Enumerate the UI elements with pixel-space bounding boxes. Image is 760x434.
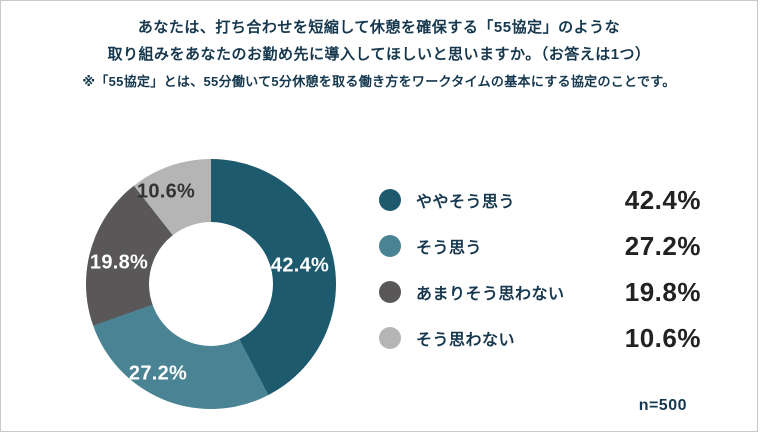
- chart-legend: ややそう思う 42.4% そう思う 27.2% あまりそう思わない 19.8% …: [379, 177, 701, 361]
- segment-label-omowanai: 10.6%: [136, 180, 196, 203]
- sample-size: n=500: [638, 397, 687, 414]
- legend-value: 27.2%: [624, 230, 701, 261]
- legend-label: そう思わない: [416, 332, 516, 349]
- legend-value: 42.4%: [624, 184, 701, 215]
- chart-title-block: あなたは、打ち合わせを短縮して休憩を確保する「55協定」のような 取り組みをあな…: [1, 1, 757, 94]
- legend-color-dot: [379, 189, 401, 211]
- legend-item-yaya-souomou: ややそう思う 42.4%: [379, 177, 701, 223]
- title-line-2: 取り組みをあなたのお勤め先に導入してほしいと思いますか。（お答えは1つ）: [107, 46, 651, 63]
- legend-label: ややそう思う: [416, 194, 516, 211]
- legend-label: そう思う: [416, 240, 483, 257]
- segment-label-souomou: 27.2%: [128, 362, 188, 385]
- legend-item-omowanai: そう思わない 10.6%: [379, 315, 701, 361]
- legend-color-dot: [379, 235, 401, 257]
- segment-label-yaya-souomou: 42.4%: [270, 254, 330, 277]
- legend-value: 19.8%: [624, 276, 701, 307]
- legend-color-dot: [379, 281, 401, 303]
- donut-hole: [149, 222, 273, 346]
- legend-label: あまりそう思わない: [416, 286, 565, 303]
- legend-item-souomou: そう思う 27.2%: [379, 223, 701, 269]
- legend-value: 10.6%: [624, 322, 701, 353]
- segment-label-amari-omowanai: 19.8%: [89, 251, 149, 274]
- legend-color-dot: [379, 327, 401, 349]
- title-line-1: あなたは、打ち合わせを短縮して休憩を確保する「55協定」のような: [137, 19, 621, 36]
- title-note: ※「55協定」とは、55分働いて5分休憩を取る働き方をワークタイムの基本にする協…: [82, 74, 676, 89]
- legend-item-amari-omowanai: あまりそう思わない 19.8%: [379, 269, 701, 315]
- donut-chart: 42.4% 27.2% 19.8% 10.6%: [86, 159, 336, 409]
